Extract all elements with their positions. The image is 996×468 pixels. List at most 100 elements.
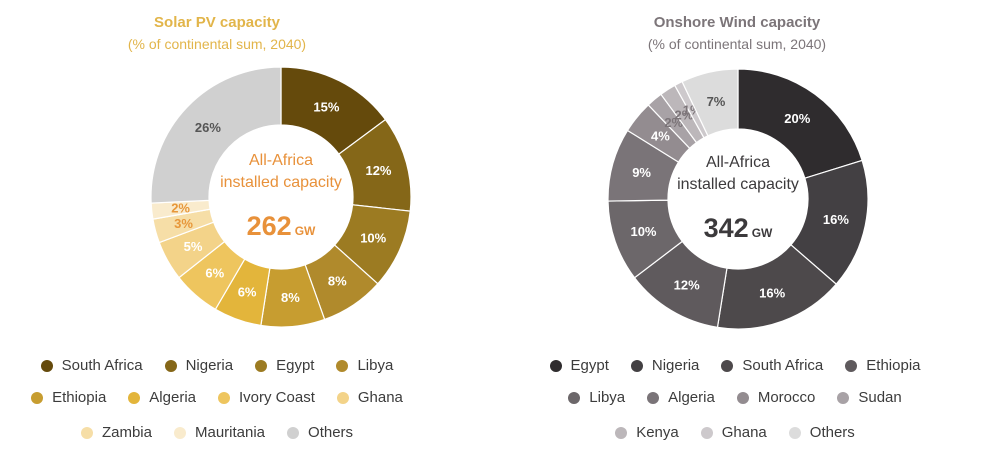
legend-item-libya: Libya [336,357,393,374]
legend-swatch [647,391,660,404]
slice-label-morocco: 4% [651,128,670,143]
legend-swatch [173,426,186,439]
legend-item-nigeria: Nigeria [630,357,700,374]
legend-item-zambia: Zambia [80,424,152,441]
legend-swatch [837,391,850,404]
slice-label-ethiopia: 12% [674,277,700,292]
slice-label-nigeria: 12% [365,163,391,178]
legend-label: South Africa [61,357,143,374]
legend-label: Libya [589,389,626,406]
legend-label: Egypt [276,357,315,374]
legend-label: Algeria [149,389,196,406]
legend-item-nigeria: Nigeria [164,357,234,374]
legend-item-sudan: Sudan [837,389,902,406]
slice-label-algeria: 9% [632,165,651,180]
slice-others [150,66,282,204]
legend-row-1: Egypt Nigeria South Africa Ethiopia [486,357,984,374]
legend-swatch [568,391,581,404]
slice-label-mauritania: 2% [171,200,190,215]
legend-swatch [218,391,230,404]
legend-item-egypt: Egypt [255,357,314,374]
chart-subtitle: (% of continental sum, 2040) [647,36,827,52]
slice-label-others: 7% [707,94,726,109]
chart-subtitle: (% of continental sum, 2040) [127,36,307,52]
legend-item-mauritania: Mauritania [173,424,266,441]
legend-label: Nigeria [651,357,700,374]
slice-label-egypt: 10% [360,231,386,246]
chart-title: Solar PV capacity [154,14,280,31]
legend-item-kenya: Kenya [615,424,679,441]
legend-label: Morocco [757,389,816,406]
slice-label-ivory-coast: 6% [205,266,224,281]
slice-label-ghana: 5% [184,239,203,254]
legend-item-libya: Libya [568,389,625,406]
center-total-value: 262 GW [247,211,316,241]
slice-label-others: 26% [195,120,221,135]
slice-egypt [737,68,863,179]
legend-label: Kenya [636,424,679,441]
legend-label: Zambia [101,424,152,441]
slice-label-south-africa: 16% [759,285,785,300]
legend-swatch [255,359,268,372]
slice-others [681,68,739,137]
slice-label-libya: 8% [328,273,347,288]
legend-item-ethiopia: Ethiopia [31,389,106,406]
legend-item-south-africa: South Africa [40,357,143,374]
slice-label-algeria: 6% [238,285,257,300]
center-total-unit: GW [752,226,773,240]
legend-label: Others [809,424,855,441]
legend-swatch [336,359,349,372]
legend-label: Mauritania [194,424,266,441]
legend-item-ghana: Ghana [700,424,767,441]
legend-item-others: Others [287,424,353,441]
solar-pv-panel: Solar PV capacity (% of continental sum,… [0,14,466,441]
legend-label: Ghana [357,389,403,406]
legend-item-ethiopia: Ethiopia [845,357,921,374]
legend-label: Nigeria [185,357,234,374]
slice-label-zambia: 3% [174,216,193,231]
center-label-line-1: All-Africa [706,154,770,171]
legend-item-others: Others [788,424,855,441]
legend-label: Sudan [858,389,902,406]
center-total-value: 342 GW [704,213,773,243]
onshore-wind-donut-chart: 20%16%16%12%10%9%4%2%2%1%7%All-Africains… [607,68,869,330]
legend-label: Ghana [721,424,767,441]
legend-item-egypt: Egypt [549,357,609,374]
center-label-line-2: installed capacity [220,174,342,191]
legend-label: Libya [357,357,394,374]
slice-label-ethiopia: 8% [281,290,300,305]
legend-swatch [549,359,562,372]
legend-swatch [31,391,44,404]
legend-item-ivory-coast: Ivory Coast [218,389,315,406]
legend-swatch [80,426,93,439]
onshore-wind-panel: Onshore Wind capacity (% of continental … [498,0,996,468]
slice-label-nigeria: 16% [823,212,849,227]
legend-row-2: Ethiopia Algeria Ivory Coast Ghana [0,389,466,406]
legend-label: Ethiopia [866,357,921,374]
legend-label: Others [308,424,354,441]
solar-pv-donut-chart: 15%12%10%8%8%6%6%5%3%2%26%All-Africainst… [150,66,412,328]
legend-item-ghana: Ghana [336,389,403,406]
legend-label: Algeria [668,389,715,406]
chart-title: Onshore Wind capacity [653,14,821,31]
center-label-line-2: installed capacity [677,176,799,193]
slice-label-egypt: 20% [784,111,810,126]
legend-item-morocco: Morocco [736,389,816,406]
legend-swatch [336,391,349,404]
legend-swatch [164,359,177,372]
slice-label-south-africa: 15% [313,99,339,114]
legend-swatch [615,426,628,439]
legend-label: South Africa [742,357,824,374]
legend-label: Ivory Coast [239,389,315,406]
legend-swatch [700,426,713,439]
legend-swatch [287,426,300,439]
center-label-line-1: All-Africa [249,152,313,169]
legend-item-algeria: Algeria [647,389,715,406]
legend-swatch [721,359,734,372]
legend-row-1: South Africa Nigeria Egypt Libya [0,357,466,374]
legend-swatch [788,426,801,439]
legend-swatch [845,359,858,372]
legend-item-algeria: Algeria [128,389,196,406]
legend-label: Egypt [570,357,609,374]
legend-row-3: Kenya Ghana Others [486,424,984,441]
